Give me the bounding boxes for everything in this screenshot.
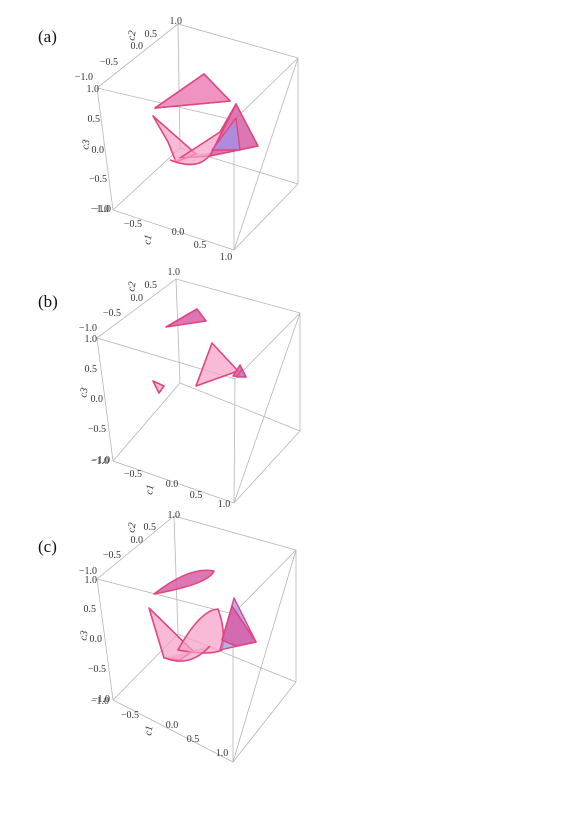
surfaces bbox=[152, 308, 247, 394]
surface-top bbox=[165, 308, 207, 328]
tick-label: 0.5 bbox=[145, 29, 158, 40]
tick-label: −1.0 bbox=[79, 323, 97, 334]
tick-label: −0.5 bbox=[89, 174, 107, 185]
tick-label: 0.5 bbox=[88, 114, 101, 125]
tick-label: 0.0 bbox=[166, 720, 179, 731]
tick-label: −1.0 bbox=[92, 694, 110, 705]
c3-ticks: 1.0 0.5 0.0 −0.5 −1.0 c3 bbox=[78, 334, 110, 466]
tick-label: 1.0 bbox=[220, 252, 233, 263]
bounding-box bbox=[96, 23, 299, 251]
c2-ticks: −1.0 −0.5 0.0 0.5 1.0 c2 bbox=[79, 267, 180, 334]
tick-label: 0.0 bbox=[131, 293, 144, 304]
tick-label: −0.5 bbox=[100, 57, 118, 68]
tick-label: −1.0 bbox=[79, 566, 97, 577]
tick-label: 0.5 bbox=[144, 522, 157, 533]
tick-label: −0.5 bbox=[103, 308, 121, 319]
tick-label: 0.0 bbox=[131, 535, 144, 546]
c2-ticks: −1.0 −0.5 0.0 0.5 1.0 c2 bbox=[75, 16, 182, 83]
tick-label: 1.0 bbox=[87, 84, 100, 95]
axis-name-c3: c3 bbox=[78, 630, 91, 642]
c2-ticks: −1.0 −0.5 0.0 0.5 1.0 c2 bbox=[79, 510, 180, 577]
tick-label: 1.0 bbox=[168, 510, 181, 521]
tick-label: 1.0 bbox=[85, 575, 98, 586]
tick-label: −0.5 bbox=[88, 424, 106, 435]
tick-label: −0.5 bbox=[124, 219, 142, 230]
surface-small-left bbox=[152, 380, 165, 394]
tick-label: −1.0 bbox=[91, 696, 109, 707]
plot-3d-b: −1.0 −0.5 0.0 0.5 1.0 c2 1.0 0.5 0.0 −0.… bbox=[78, 267, 301, 510]
surface-middle-curved bbox=[177, 608, 225, 654]
tick-label: 0.5 bbox=[145, 280, 158, 291]
tick-label: −0.5 bbox=[121, 710, 139, 721]
surface-bottom-curve bbox=[164, 645, 211, 662]
tick-label: 0.5 bbox=[187, 734, 200, 745]
axis-name-c1: c1 bbox=[142, 234, 155, 246]
tick-label: 1.0 bbox=[170, 16, 183, 27]
surface-right-dark bbox=[221, 605, 257, 647]
c1-ticks: −1.0 −0.5 0.0 0.5 1.0 c1 bbox=[91, 696, 228, 759]
axis-name-c2: c2 bbox=[126, 280, 139, 292]
bounding-box bbox=[96, 278, 301, 504]
surface-small-right-blue bbox=[236, 368, 247, 378]
tick-label: 1.0 bbox=[216, 748, 229, 759]
axis-name-c2: c2 bbox=[126, 29, 139, 41]
tick-label: 0.0 bbox=[91, 394, 104, 405]
tick-label: −1.0 bbox=[75, 72, 93, 83]
tick-label: −1.0 bbox=[92, 455, 110, 466]
c3-ticks: 1.0 0.5 0.0 −0.5 −1.0 c3 bbox=[78, 575, 110, 705]
panel-label: (c) bbox=[38, 537, 57, 556]
tick-label: 0.5 bbox=[194, 240, 207, 251]
tick-label: 0.5 bbox=[84, 604, 97, 615]
panel-label: (b) bbox=[38, 292, 58, 311]
plot-3d-c: −1.0 −0.5 0.0 0.5 1.0 c2 1.0 0.5 0.0 −0.… bbox=[78, 510, 297, 763]
tick-label: −1.0 bbox=[93, 204, 111, 215]
surfaces bbox=[152, 73, 259, 166]
panel-b: (b) −1.0 −0.5 0.0 0.5 1.0 bbox=[0, 265, 579, 515]
plot-3d-a: −1.0 −0.5 0.0 0.5 1.0 c2 1.0 0.5 0.0 −0.… bbox=[75, 16, 299, 263]
panel-c: (c) −1.0 −0.5 0.0 0.5 1 bbox=[0, 510, 579, 763]
surface-center bbox=[195, 342, 239, 387]
c1-ticks: −1.0 −0.5 0.0 0.5 1.0 c1 bbox=[91, 456, 230, 510]
tick-label: −0.5 bbox=[103, 550, 121, 561]
c1-ticks: −1.0 −0.5 0.0 0.5 1.0 c1 bbox=[91, 204, 232, 263]
surface-upper-face bbox=[154, 73, 231, 109]
tick-label: 0.5 bbox=[85, 364, 98, 375]
tick-label: 0.5 bbox=[190, 490, 203, 501]
surface-right-blue bbox=[211, 117, 241, 151]
axis-name-c3: c3 bbox=[78, 387, 91, 399]
tick-label: 0.0 bbox=[166, 479, 179, 490]
surface-top-curved bbox=[153, 569, 215, 595]
tick-label: 0.0 bbox=[92, 145, 105, 156]
surfaces bbox=[148, 569, 257, 662]
c3-ticks: 1.0 0.5 0.0 −0.5 −1.0 c3 bbox=[80, 84, 111, 215]
axis-name-c1: c1 bbox=[144, 484, 157, 496]
axis-name-c1: c1 bbox=[143, 725, 156, 737]
tick-label: 1.0 bbox=[85, 334, 98, 345]
axis-name-c2: c2 bbox=[126, 521, 139, 533]
tick-label: −1.0 bbox=[91, 456, 109, 467]
tick-label: 0.0 bbox=[131, 41, 144, 52]
panel-a: (a) −1.0 −0.5 0.0 0.5 bbox=[0, 0, 579, 263]
tick-label: −0.5 bbox=[88, 664, 106, 675]
axis-name-c3: c3 bbox=[80, 139, 93, 151]
tick-label: 0.0 bbox=[90, 634, 103, 645]
surface-bottom-curve bbox=[169, 151, 213, 166]
panel-label: (a) bbox=[38, 27, 57, 46]
tick-label: 0.0 bbox=[172, 227, 185, 238]
tick-label: 1.0 bbox=[218, 499, 231, 510]
tick-label: −1.0 bbox=[91, 204, 109, 215]
tick-label: 1.0 bbox=[168, 267, 181, 278]
tick-label: −0.5 bbox=[124, 469, 142, 480]
